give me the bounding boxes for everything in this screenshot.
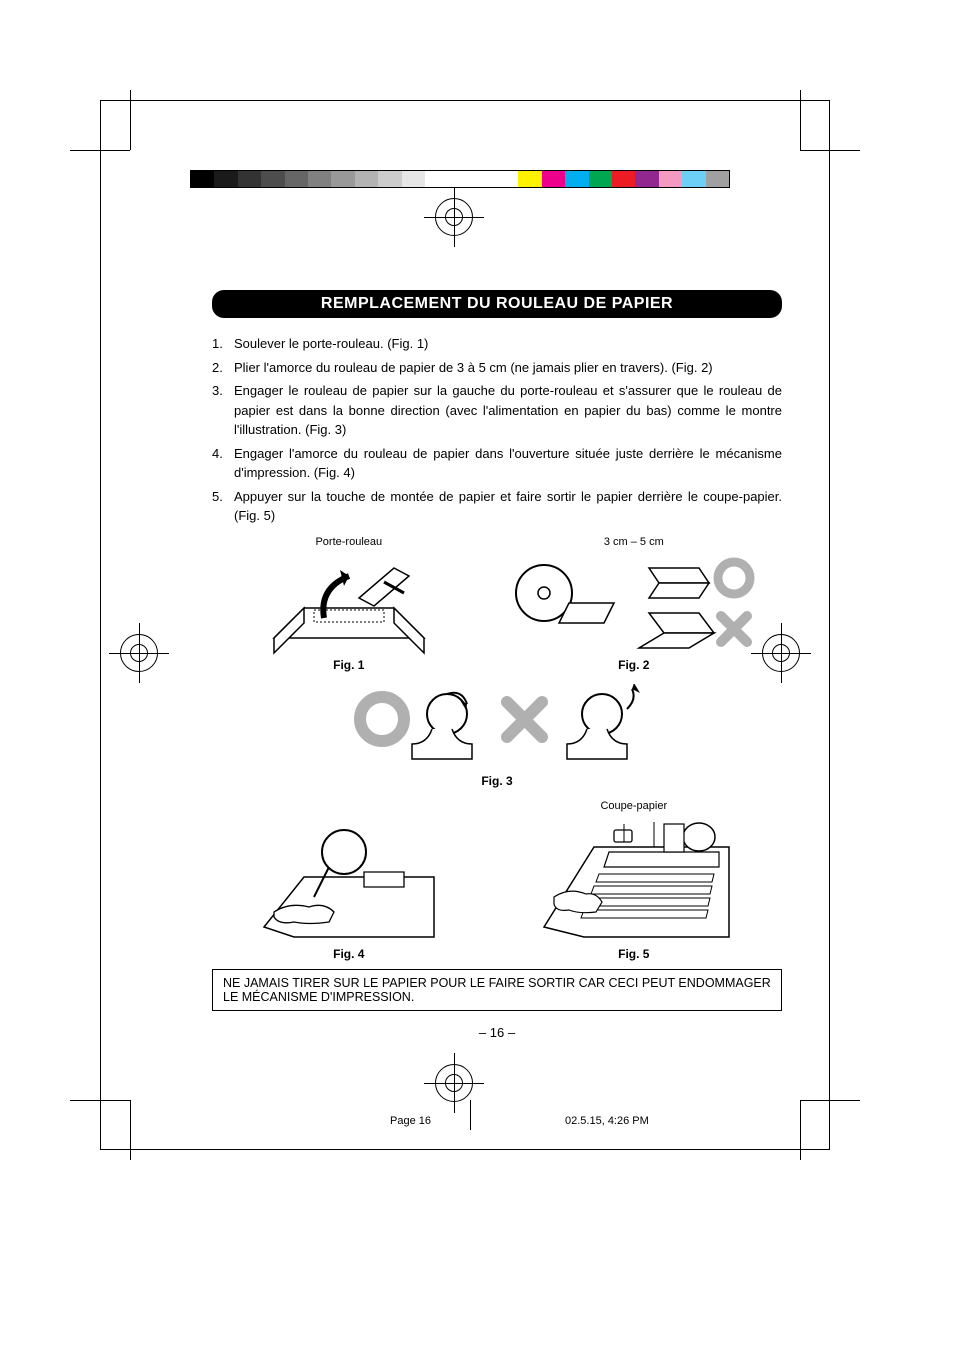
- swatch: [355, 171, 378, 187]
- step-number: 2.: [212, 358, 234, 378]
- footer-page: Page 16: [390, 1115, 431, 1127]
- warning-box: NE JAMAIS TIRER SUR LE PAPIER POUR LE FA…: [212, 969, 782, 1011]
- step-number: 4.: [212, 444, 234, 483]
- swatch: [425, 171, 448, 187]
- step-number: 5.: [212, 487, 234, 526]
- swatch: [378, 171, 401, 187]
- label-dim: 3 cm – 5 cm: [491, 536, 776, 548]
- crop-mark: [800, 150, 860, 151]
- instruction-step: 5.Appuyer sur la touche de montée de pap…: [212, 487, 782, 526]
- step-text: Engager l'amorce du rouleau de papier da…: [234, 444, 782, 483]
- color-calibration-bar: [190, 170, 730, 188]
- instruction-list: 1.Soulever le porte-rouleau. (Fig. 1)2.P…: [212, 334, 782, 526]
- footer-timestamp: 02.5.15, 4:26 PM: [565, 1115, 649, 1127]
- section-header: REMPLACEMENT DU ROULEAU DE PAPIER: [212, 290, 782, 318]
- instruction-step: 2.Plier l'amorce du rouleau de papier de…: [212, 358, 782, 378]
- swatch: [285, 171, 308, 187]
- crop-mark: [800, 1100, 860, 1101]
- swatch: [706, 171, 729, 187]
- instruction-step: 3.Engager le rouleau de papier sur la ga…: [212, 381, 782, 440]
- fig2-illustration: [509, 548, 759, 658]
- fig4-illustration: [254, 817, 444, 947]
- crop-mark: [800, 1100, 801, 1160]
- registration-mark: [435, 198, 473, 236]
- swatch: [682, 171, 705, 187]
- footer-tick: [470, 1100, 471, 1130]
- swatch: [518, 171, 541, 187]
- registration-mark: [435, 1064, 473, 1102]
- fig1-caption: Fig. 1: [218, 658, 480, 672]
- swatch: [659, 171, 682, 187]
- fig5-caption: Fig. 5: [497, 947, 771, 961]
- swatch: [402, 171, 425, 187]
- swatch: [191, 171, 214, 187]
- swatch: [612, 171, 635, 187]
- instruction-step: 1.Soulever le porte-rouleau. (Fig. 1): [212, 334, 782, 354]
- crop-mark: [70, 150, 130, 151]
- step-number: 3.: [212, 381, 234, 440]
- crop-mark: [130, 90, 131, 150]
- fig5-illustration: [524, 812, 744, 947]
- registration-mark: [120, 634, 158, 672]
- swatch: [542, 171, 565, 187]
- swatch: [214, 171, 237, 187]
- fig3-illustration: [332, 684, 662, 774]
- step-number: 1.: [212, 334, 234, 354]
- figures-area: Porte-rouleau Fig. 1 3 cm – 5: [212, 536, 782, 961]
- swatch: [589, 171, 612, 187]
- swatch: [565, 171, 588, 187]
- page-number: – 16 –: [212, 1025, 782, 1040]
- instruction-step: 4.Engager l'amorce du rouleau de papier …: [212, 444, 782, 483]
- swatch: [238, 171, 261, 187]
- fig3-caption: Fig. 3: [298, 774, 697, 788]
- step-text: Plier l'amorce du rouleau de papier de 3…: [234, 358, 782, 378]
- crop-mark: [130, 1100, 131, 1160]
- step-text: Soulever le porte-rouleau. (Fig. 1): [234, 334, 782, 354]
- swatch: [261, 171, 284, 187]
- step-text: Appuyer sur la touche de montée de papie…: [234, 487, 782, 526]
- fig4-caption: Fig. 4: [223, 947, 474, 961]
- swatch: [308, 171, 331, 187]
- swatch: [331, 171, 354, 187]
- fig2-caption: Fig. 2: [491, 658, 776, 672]
- label-porte-rouleau: Porte-rouleau: [218, 536, 480, 548]
- swatch: [635, 171, 658, 187]
- document-content: REMPLACEMENT DU ROULEAU DE PAPIER 1.Soul…: [212, 290, 782, 1040]
- crop-mark: [800, 90, 801, 150]
- fig1-illustration: [264, 548, 434, 658]
- label-coupe-papier: Coupe-papier: [497, 800, 771, 812]
- crop-mark: [70, 1100, 130, 1101]
- step-text: Engager le rouleau de papier sur la gauc…: [234, 381, 782, 440]
